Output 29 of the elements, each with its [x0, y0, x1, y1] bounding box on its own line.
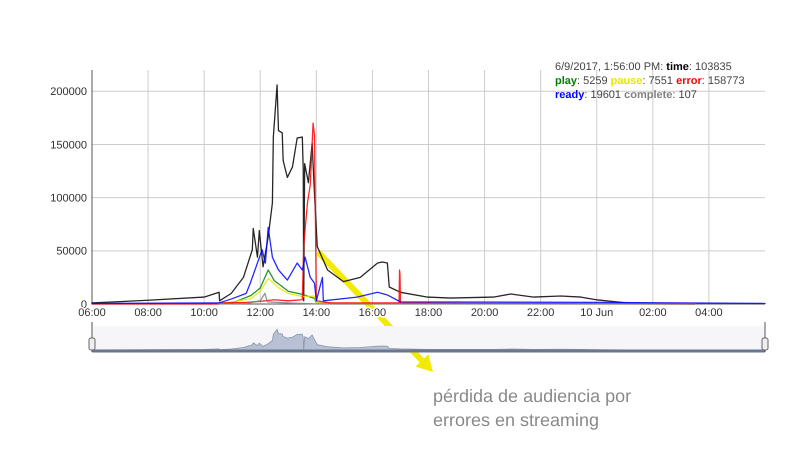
y-tick-label: 50000 [56, 246, 87, 258]
x-tick-label: 22:00 [526, 307, 554, 319]
text: pause [610, 75, 642, 87]
annotation: : 19601 [584, 89, 624, 101]
annotation: : 7551 [642, 75, 676, 87]
x-tick-label: 02:00 [639, 307, 667, 319]
x-tick-label: 06:00 [78, 307, 106, 319]
annotation: : 5259 [577, 75, 611, 87]
annotation: : 103835 [688, 61, 732, 73]
text: pérdida de audiencia por errores en streaming [433, 386, 632, 430]
text: ready [555, 89, 586, 101]
x-tick-label: 10:00 [190, 307, 218, 319]
annotation: : 107 [672, 89, 697, 101]
annotation: : 158773 [702, 75, 745, 87]
y-tick-label: 100000 [50, 192, 87, 204]
x-tick-label: 14:00 [302, 307, 330, 319]
text: error [676, 75, 702, 87]
x-tick-label: 12:00 [246, 307, 274, 319]
text: complete [624, 89, 672, 101]
x-tick-label: 10 Jun [580, 307, 614, 319]
y-tick-label: 150000 [50, 139, 87, 152]
y-tick-label: 200000 [50, 86, 87, 98]
x-tick-label: 04:00 [695, 307, 723, 319]
legend-title: 6/9/2017, 1:56:00 PM: [555, 61, 666, 73]
text: play [555, 75, 578, 87]
x-tick-label: 18:00 [414, 307, 442, 319]
x-tick-label: 20:00 [470, 307, 498, 319]
x-tick-label: 08:00 [134, 307, 162, 319]
text: time [666, 61, 689, 73]
